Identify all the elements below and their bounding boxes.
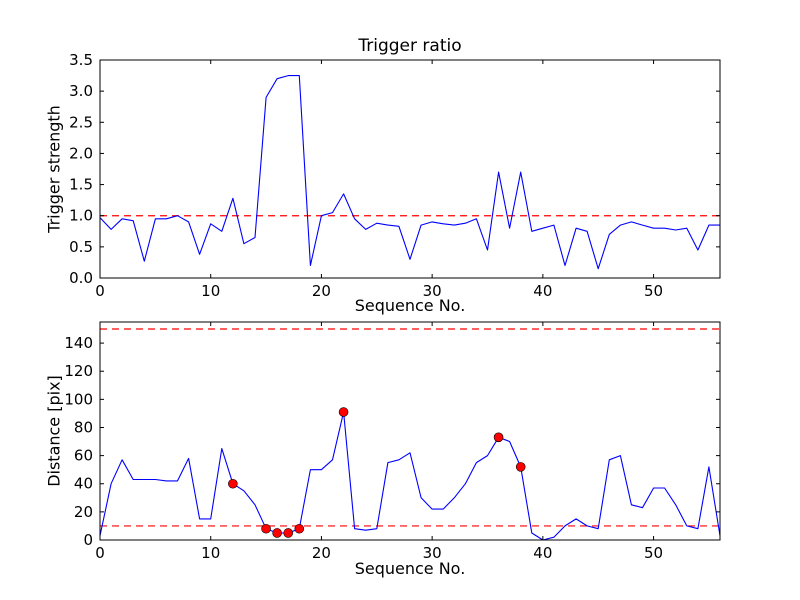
axes-frame (99, 59, 721, 279)
y-tick-label: 0 (83, 531, 93, 549)
x-tick-label: 10 (201, 282, 220, 300)
x-tick-label: 0 (95, 544, 105, 562)
series-line (99, 411, 721, 541)
scatter-point (272, 528, 282, 538)
y-tick-label: 60 (74, 447, 93, 465)
x-tick-label: 40 (533, 544, 552, 562)
series-line (99, 75, 720, 270)
x-tick-label: 50 (644, 282, 663, 300)
x-axis-label-bottom: Sequence No. (354, 559, 466, 578)
x-axis-label-top: Sequence No. (354, 296, 466, 315)
x-tick-label: 10 (201, 544, 220, 562)
axes-frame (99, 321, 721, 541)
scatter-point (515, 462, 526, 472)
scatter-point (294, 523, 305, 534)
y-axis-label-top: Trigger strength (44, 105, 64, 233)
y-tick-label: 120 (64, 362, 93, 380)
y-tick-label: 3.0 (69, 82, 93, 100)
scatter-point (228, 478, 238, 489)
y-tick-label: 0.0 (69, 269, 93, 287)
scatter-point (493, 432, 504, 443)
x-tick-label: 30 (423, 282, 442, 300)
y-tick-label: 1.5 (69, 176, 93, 194)
x-tick-label: 0 (95, 282, 105, 300)
x-tick-label: 30 (423, 544, 442, 562)
x-tick-label: 40 (533, 282, 552, 300)
y-tick-label: 140 (64, 334, 93, 352)
y-axis-label-bottom: Distance [pix] (44, 375, 64, 487)
x-tick-label: 20 (312, 544, 331, 562)
scatter-point (338, 407, 349, 417)
y-tick-label: 1.0 (69, 207, 93, 225)
scatter-point (283, 528, 294, 538)
y-tick-label: 20 (74, 503, 93, 521)
y-tick-label: 2.0 (69, 144, 93, 162)
scatter-point (261, 523, 271, 534)
y-tick-label: 2.5 (69, 113, 93, 131)
y-tick-label: 40 (74, 475, 93, 493)
x-tick-label: 20 (312, 282, 331, 300)
y-tick-label: 100 (64, 390, 93, 408)
y-tick-label: 0.5 (69, 238, 93, 256)
y-tick-label: 3.5 (69, 51, 93, 69)
y-tick-label: 80 (74, 418, 93, 436)
x-tick-label: 50 (644, 544, 663, 562)
chart-title: Trigger ratio (358, 36, 462, 56)
